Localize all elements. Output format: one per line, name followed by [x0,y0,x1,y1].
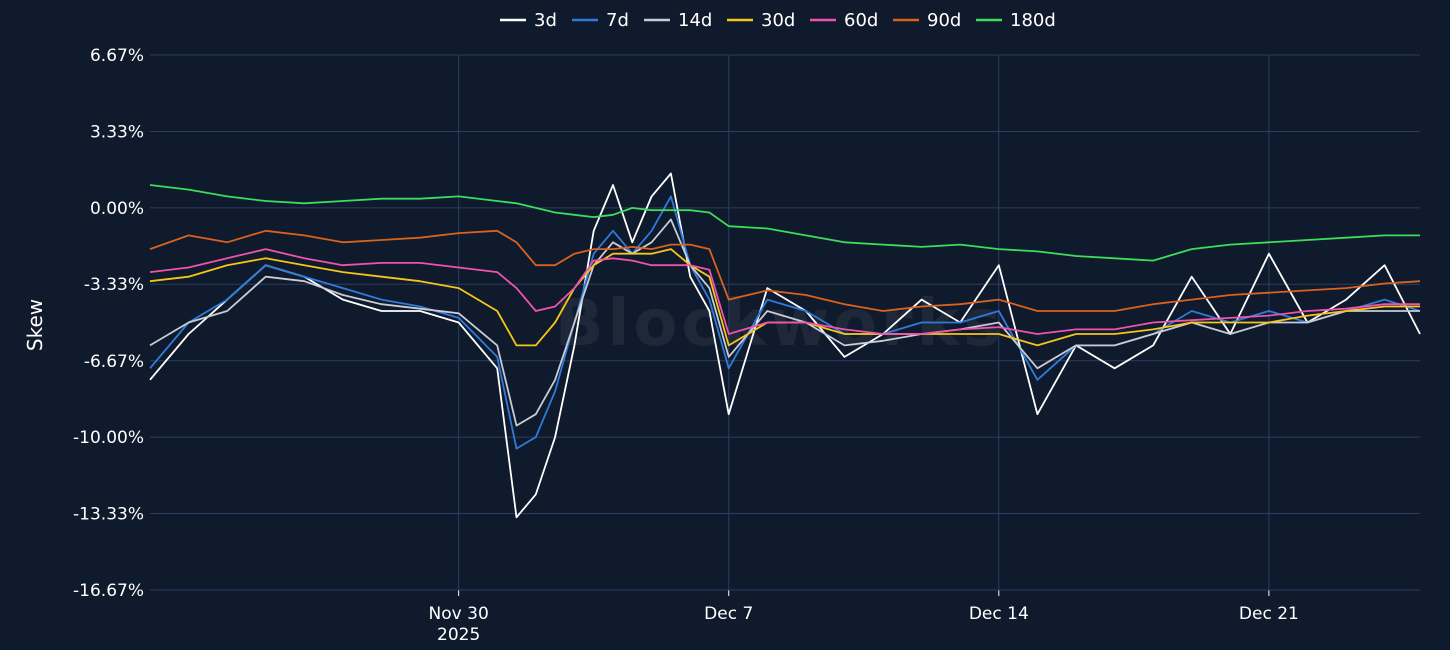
x-tick-label: Dec 21 [1239,604,1299,624]
legend-item-90d[interactable]: 90d [893,10,961,31]
x-tick-label: 2025 [437,625,480,645]
legend-label: 30d [761,10,795,31]
legend-label: 60d [844,10,878,31]
legend: 3d 7d 14d 30d 60d 90d 180d [500,10,1056,31]
legend-label: 3d [534,10,557,31]
legend-item-60d[interactable]: 60d [810,10,878,31]
series-line-60d [149,248,1420,335]
y-tick-label: 6.67% [90,46,144,66]
legend-label: 7d [606,10,629,31]
y-axis-title: Skew [23,299,47,351]
y-tick-label: -16.67% [73,581,144,601]
series-line-180d [149,184,1420,262]
y-tick-label: 0.00% [90,199,144,219]
legend-item-7d[interactable]: 7d [572,10,629,31]
legend-label: 180d [1010,10,1056,31]
y-tick-label: -6.67% [84,352,144,372]
legend-label: 90d [927,10,961,31]
series-line-7d [149,195,1421,450]
legend-item-3d[interactable]: 3d [500,10,557,31]
legend-item-30d[interactable]: 30d [727,10,795,31]
y-tick-label: -13.33% [73,504,144,524]
series-line-14d [149,218,1420,427]
series-line-30d [149,248,1420,347]
grid [150,54,1420,591]
axes: 6.67% 3.33% 0.00% -3.33% -6.67% -10.00% -13.33… [73,46,1420,645]
series-line-90d [149,229,1421,312]
x-tick-label: Dec 14 [969,604,1029,624]
series-lines [149,172,1421,519]
y-tick-label: -3.33% [84,275,144,295]
legend-item-14d[interactable]: 14d [644,10,712,31]
watermark: Blockworks [555,287,1006,361]
legend-label: 14d [678,10,712,31]
x-tick-label: Nov 30 [429,604,489,624]
series-line-3d [149,172,1421,519]
y-tick-label: -10.00% [73,428,144,448]
legend-item-180d[interactable]: 180d [976,10,1056,31]
y-tick-label: 3.33% [90,123,144,143]
x-tick-label: Dec 7 [704,604,753,624]
